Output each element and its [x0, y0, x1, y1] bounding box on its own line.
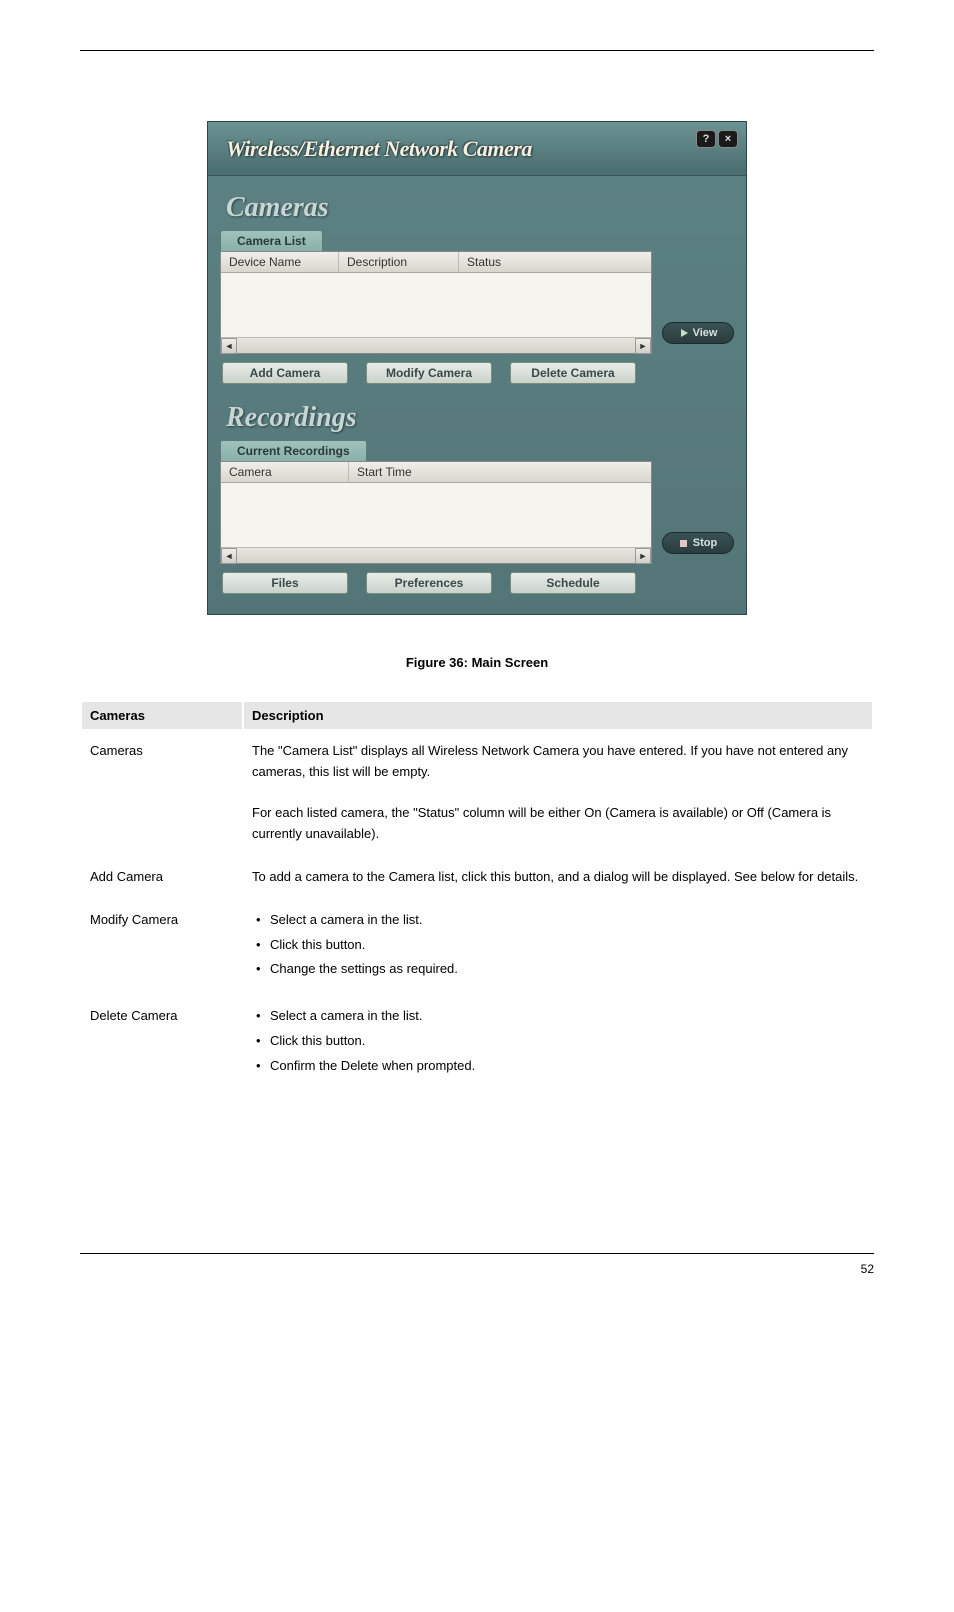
col-device-name[interactable]: Device Name: [221, 252, 339, 272]
close-icon[interactable]: ×: [718, 130, 738, 148]
list-item: Confirm the Delete when prompted.: [252, 1056, 864, 1077]
figure-caption: Figure 36: Main Screen: [80, 655, 874, 670]
table-row: Add Camera To add a camera to the Camera…: [82, 857, 872, 898]
list-item: Click this button.: [252, 1031, 864, 1052]
window-title: Wireless/Ethernet Network Camera: [226, 136, 532, 162]
col-camera[interactable]: Camera: [221, 462, 349, 482]
view-label: View: [693, 327, 718, 339]
list-item: Select a camera in the list.: [252, 1006, 864, 1027]
camera-list-body[interactable]: [221, 273, 651, 337]
col-start-time[interactable]: Start Time: [349, 462, 651, 482]
recordings-scrollbar[interactable]: ◄ ►: [221, 547, 651, 563]
camera-list-tab: Camera List: [220, 230, 323, 251]
recordings-tab: Current Recordings: [220, 440, 367, 461]
row-text-1: The "Camera List" displays all Wireless …: [252, 743, 848, 779]
delete-camera-button[interactable]: Delete Camera: [510, 362, 636, 384]
row-text: To add a camera to the Camera list, clic…: [244, 857, 872, 898]
stop-button[interactable]: Stop: [662, 532, 734, 554]
table-row: Cameras The "Camera List" displays all W…: [82, 731, 872, 855]
row-label: Cameras: [82, 731, 242, 855]
row-text: Select a camera in the list. Click this …: [244, 996, 872, 1090]
row-text: Select a camera in the list. Click this …: [244, 900, 872, 994]
recordings-list-box: Camera Start Time ◄ ►: [220, 461, 652, 564]
row-text: The "Camera List" displays all Wireless …: [244, 731, 872, 855]
th-description: Description: [244, 702, 872, 729]
row-label: Delete Camera: [82, 996, 242, 1090]
page-number: 52: [861, 1262, 874, 1276]
list-item: Select a camera in the list.: [252, 910, 864, 931]
stop-icon: [679, 538, 689, 548]
camera-list-box: Device Name Description Status ◄ ►: [220, 251, 652, 354]
table-row: Delete Camera Select a camera in the lis…: [82, 996, 872, 1090]
view-button[interactable]: View: [662, 322, 734, 344]
play-icon: [679, 328, 689, 338]
table-row: Modify Camera Select a camera in the lis…: [82, 900, 872, 994]
list-item: Click this button.: [252, 935, 864, 956]
row-label: Modify Camera: [82, 900, 242, 994]
camera-scrollbar[interactable]: ◄ ►: [221, 337, 651, 353]
row-text-2: For each listed camera, the "Status" col…: [252, 805, 831, 841]
page-footer: 52: [80, 1253, 874, 1276]
recordings-title: Recordings: [220, 402, 734, 434]
scroll-right-icon[interactable]: ►: [635, 338, 651, 354]
scroll-right-icon[interactable]: ►: [635, 548, 651, 564]
stop-label: Stop: [693, 537, 717, 549]
modify-camera-button[interactable]: Modify Camera: [366, 362, 492, 384]
schedule-button[interactable]: Schedule: [510, 572, 636, 594]
titlebar: Wireless/Ethernet Network Camera ? ×: [208, 122, 746, 176]
recordings-list-body[interactable]: [221, 483, 651, 547]
app-window: Wireless/Ethernet Network Camera ? × Cam…: [207, 121, 747, 615]
col-description[interactable]: Description: [339, 252, 459, 272]
scroll-left-icon[interactable]: ◄: [221, 338, 237, 354]
row-label: Add Camera: [82, 857, 242, 898]
cameras-title: Cameras: [220, 192, 734, 224]
table-header-row: Cameras Description: [82, 702, 872, 729]
th-section: Cameras: [82, 702, 242, 729]
col-status[interactable]: Status: [459, 252, 651, 272]
preferences-button[interactable]: Preferences: [366, 572, 492, 594]
top-rule: [80, 50, 874, 51]
description-table: Cameras Description Cameras The "Camera …: [80, 700, 874, 1093]
help-icon[interactable]: ?: [696, 130, 716, 148]
list-item: Change the settings as required.: [252, 959, 864, 980]
files-button[interactable]: Files: [222, 572, 348, 594]
scroll-left-icon[interactable]: ◄: [221, 548, 237, 564]
add-camera-button[interactable]: Add Camera: [222, 362, 348, 384]
